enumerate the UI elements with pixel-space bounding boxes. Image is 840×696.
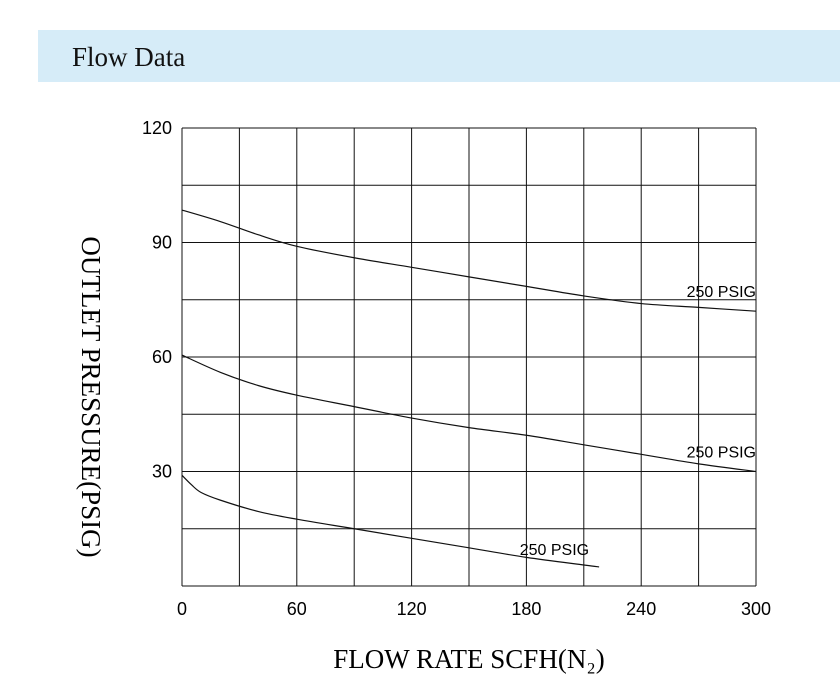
header-band xyxy=(38,30,840,82)
y-axis-title: OUTLET PRESSURE(PSIG) xyxy=(76,236,106,557)
x-tick-label: 60 xyxy=(287,599,307,619)
x-tick-label: 120 xyxy=(397,599,427,619)
curve-middle xyxy=(181,354,757,473)
y-tick-label: 90 xyxy=(152,233,172,253)
curve-label-upper: 250 PSIG xyxy=(687,284,756,301)
curve-label-lower: 250 PSIG xyxy=(520,542,589,559)
curve-upper xyxy=(181,209,757,312)
x-tick-label: 300 xyxy=(741,599,771,619)
x-tick-label: 0 xyxy=(177,599,187,619)
curve-lower xyxy=(181,474,600,568)
tick-labels: 0 60 120 180 240 300 30 60 90 120 xyxy=(142,118,771,619)
x-tick-label: 180 xyxy=(511,599,541,619)
y-tick-label: 120 xyxy=(142,118,172,138)
y-tick-label: 30 xyxy=(152,462,172,482)
curve-label-middle: 250 PSIG xyxy=(687,445,756,462)
grid xyxy=(181,127,757,587)
curve-labels: 250 PSIG 250 PSIG 250 PSIG xyxy=(520,284,756,559)
curves xyxy=(181,209,757,568)
y-tick-label: 60 xyxy=(152,347,172,367)
page-title: Flow Data xyxy=(72,42,186,72)
x-axis-title: FLOW RATE SCFH(N₂) xyxy=(333,644,604,674)
x-tick-label: 240 xyxy=(626,599,656,619)
